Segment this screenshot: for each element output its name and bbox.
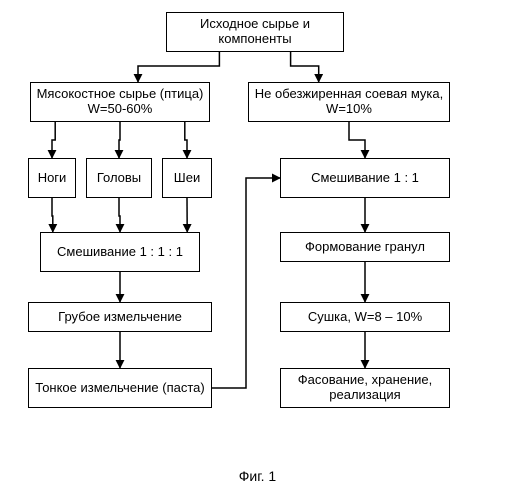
edge-meat-legs <box>52 122 55 158</box>
node-coarse: Грубое измельчение <box>28 302 212 332</box>
node-fine: Тонкое измельчение (паста) <box>28 368 212 408</box>
figure-caption: Фиг. 1 <box>0 468 515 484</box>
node-soy: Не обезжиренная соевая мука, W=10% <box>248 82 450 122</box>
node-root: Исходное сырье и компоненты <box>166 12 344 52</box>
edge-heads-mix3 <box>119 198 120 232</box>
node-mix3: Смешивание 1 : 1 : 1 <box>40 232 200 272</box>
edge-fine-mix2 <box>212 178 280 388</box>
edge-legs-mix3 <box>52 198 53 232</box>
edge-meat-heads <box>119 122 120 158</box>
node-dry: Сушка, W=8 – 10% <box>280 302 450 332</box>
node-meat: Мясокостное сырье (птица) W=50-60% <box>30 82 210 122</box>
edge-root-soy <box>291 52 319 82</box>
node-legs: Ноги <box>28 158 76 198</box>
node-mix2: Смешивание 1 : 1 <box>280 158 450 198</box>
node-pack: Фасование, хранение, реализация <box>280 368 450 408</box>
edge-meat-necks <box>185 122 187 158</box>
node-necks: Шеи <box>162 158 212 198</box>
node-form: Формование гранул <box>280 232 450 262</box>
edge-root-meat <box>138 52 219 82</box>
edge-soy-mix2 <box>349 122 365 158</box>
node-heads: Головы <box>86 158 152 198</box>
